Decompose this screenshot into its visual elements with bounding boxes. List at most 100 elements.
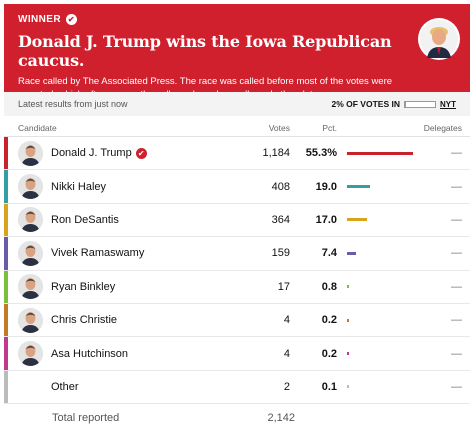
candidate-votes: 364: [271, 213, 290, 226]
candidate-delegates: —: [451, 213, 462, 226]
total-row: Total reported 2,142: [4, 404, 470, 432]
candidate-votes: 408: [271, 180, 290, 193]
candidate-delegates: —: [451, 347, 462, 360]
candidate-pct: 17.0: [315, 213, 337, 226]
candidate-name-text: Nikki Haley: [51, 180, 107, 193]
winner-row: WINNER ✔: [18, 14, 456, 25]
total-votes: 2,142: [267, 412, 295, 425]
header-delegates: Delegates: [423, 123, 462, 133]
candidate-pct: 55.3%: [305, 147, 337, 160]
candidate-avatar: [18, 207, 43, 233]
candidate-color-swatch: [4, 237, 8, 270]
candidate-name-text: Chris Christie: [51, 314, 118, 327]
candidate-votes: 17: [277, 280, 290, 293]
header-candidate: Candidate: [18, 123, 57, 133]
candidate-delegates: —: [451, 314, 462, 327]
person-portrait-icon: [18, 274, 43, 300]
candidate-votes: 2: [283, 380, 290, 393]
candidate-delegates: —: [451, 180, 462, 193]
avatar-placeholder: [18, 374, 43, 399]
candidate-name: Asa Hutchinson: [43, 348, 224, 360]
candidate-pct: 19.0: [315, 180, 337, 193]
candidate-name: Nikki Haley: [43, 181, 224, 193]
votes-in-indicator: 2% OF VOTES IN NYT: [332, 99, 457, 109]
person-portrait-icon: [18, 174, 43, 200]
candidate-delegates: —: [451, 247, 462, 260]
checkmark-icon: ✔: [65, 14, 77, 25]
candidate-name-text: Asa Hutchinson: [51, 347, 129, 360]
table-row: Other 2 0.1 —: [4, 370, 470, 405]
table-row: Vivek Ramaswamy 159 7.4 —: [4, 237, 470, 271]
candidate-pct: 0.1: [321, 380, 337, 393]
pct-bar-cell: [337, 271, 417, 303]
candidate-color-swatch: [4, 170, 8, 203]
candidate-pct: 0.2: [321, 347, 337, 360]
candidate-name: Ron DeSantis: [43, 214, 224, 226]
total-label: Total reported: [52, 412, 120, 425]
person-portrait-icon: [18, 207, 43, 233]
candidate-name-text: Other: [51, 380, 79, 393]
candidate-avatar: [18, 274, 43, 300]
candidate-votes: 159: [271, 247, 290, 260]
candidate-delegates: —: [451, 280, 462, 293]
pct-bar: [347, 151, 413, 155]
latest-results-text: Latest results from just now: [18, 99, 128, 109]
candidate-color-swatch: [4, 337, 8, 370]
candidate-name-text: Donald J. Trump: [51, 147, 132, 160]
winner-check-icon: ✔: [135, 147, 147, 159]
winner-label: WINNER: [18, 14, 61, 25]
candidate-name: Other: [43, 381, 224, 393]
table-row: Donald J. Trump ✔ 1,184 55.3% —: [4, 137, 470, 171]
pct-bar: [347, 185, 370, 189]
nyt-link[interactable]: NYT: [440, 99, 456, 109]
pct-bar-cell: [337, 170, 417, 202]
candidate-color-swatch: [4, 203, 8, 237]
pct-bar-cell: [337, 337, 417, 369]
candidate-color-swatch: [4, 137, 8, 170]
candidate-votes: 4: [283, 314, 290, 327]
table-row: Chris Christie 4 0.2 —: [4, 303, 470, 338]
candidate-color-swatch: [4, 270, 8, 303]
candidate-rows: Donald J. Trump ✔ 1,184 55.3% — Nikki Haley 40…: [4, 137, 470, 405]
pct-bar-cell: [337, 237, 417, 269]
candidate-name-text: Vivek Ramaswamy: [51, 247, 145, 260]
person-portrait-icon: [18, 341, 43, 367]
pct-bar: [347, 318, 349, 322]
candidate-name: Donald J. Trump ✔: [43, 147, 224, 159]
candidate-name: Vivek Ramaswamy: [43, 247, 224, 259]
candidate-name: Ryan Binkley: [43, 281, 224, 293]
candidate-name-text: Ryan Binkley: [51, 280, 116, 293]
candidate-votes: 1,184: [262, 147, 290, 160]
candidate-delegates: —: [451, 380, 462, 393]
pct-bar-cell: [337, 371, 417, 403]
table-row: Nikki Haley 408 19.0 —: [4, 170, 470, 204]
candidate-pct: 7.4: [321, 247, 337, 260]
person-portrait-icon: [420, 20, 458, 58]
table-row: Asa Hutchinson 4 0.2 —: [4, 337, 470, 371]
results-table: Candidate Votes Pct. Delegates Donald J.…: [4, 120, 470, 432]
candidate-avatar: [18, 341, 43, 367]
table-row: Ryan Binkley 17 0.8 —: [4, 270, 470, 304]
header-votes: Votes: [268, 123, 290, 133]
person-portrait-icon: [18, 307, 43, 333]
pct-bar: [347, 251, 356, 255]
candidate-pct: 0.2: [321, 314, 337, 327]
candidate-name: Chris Christie: [43, 314, 224, 326]
headline: Donald J. Trump wins the Iowa Republican…: [18, 32, 392, 70]
header-pct: Pct.: [322, 123, 337, 133]
pct-bar: [347, 352, 349, 356]
pct-bar-cell: [337, 204, 417, 236]
candidate-color-swatch: [4, 303, 8, 337]
table-row: Ron DeSantis 364 17.0 —: [4, 203, 470, 238]
table-header: Candidate Votes Pct. Delegates: [4, 120, 470, 137]
candidate-avatar: [18, 307, 43, 333]
person-portrait-icon: [18, 240, 43, 266]
candidate-color-swatch: [4, 370, 8, 404]
pct-bar-cell: [337, 304, 417, 336]
candidate-avatar: [18, 174, 43, 200]
results-status-bar: Latest results from just now 2% OF VOTES…: [4, 92, 470, 116]
winner-banner: WINNER ✔ Donald J. Trump wins the Iowa R…: [4, 4, 470, 100]
votes-in-label: 2% OF VOTES IN: [331, 99, 401, 109]
candidate-avatar: [18, 240, 43, 266]
candidate-delegates: —: [451, 147, 462, 160]
